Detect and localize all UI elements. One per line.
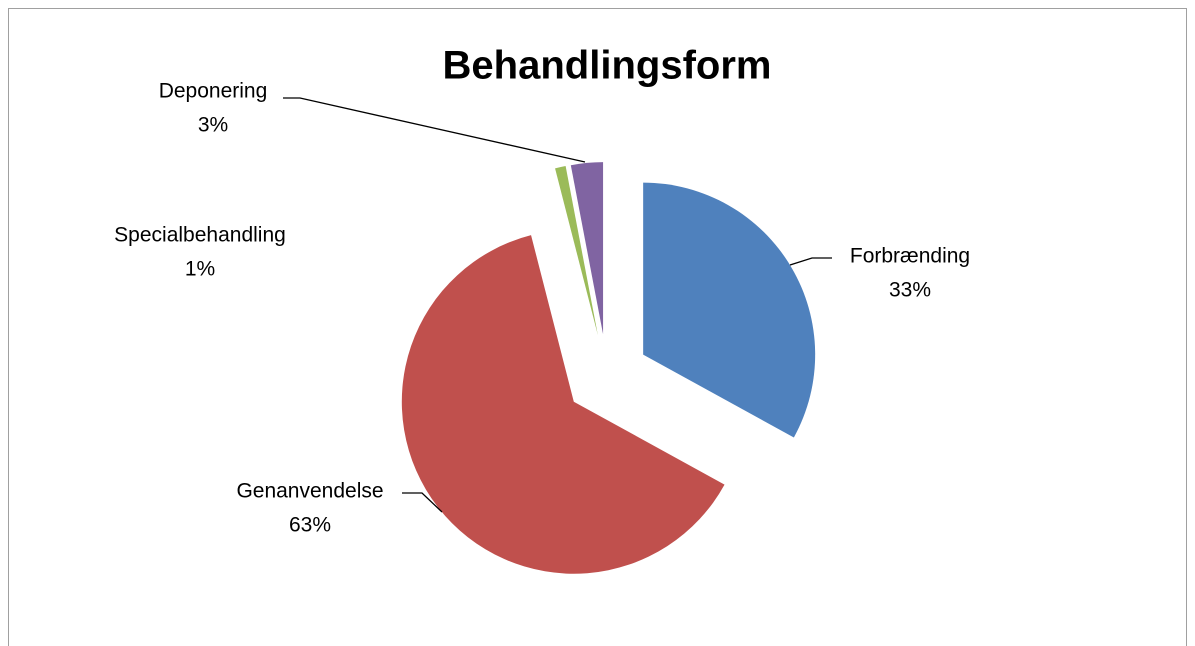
pie-slice [570, 162, 604, 335]
pie-slice [643, 182, 816, 438]
slice-value-label: 63% [289, 514, 331, 537]
leader-line [789, 257, 832, 266]
chart-title: Behandlingsform [443, 44, 772, 88]
slice-value-label: 3% [198, 114, 228, 137]
slice-label: Genanvendelse [236, 480, 383, 503]
slice-label: Deponering [159, 80, 268, 103]
leader-line [283, 97, 586, 163]
slice-value-label: 1% [185, 258, 215, 281]
slice-label: Specialbehandling [114, 224, 286, 247]
slice-label: Forbrænding [850, 245, 970, 268]
pie-slice [401, 235, 725, 574]
slice-value-label: 33% [889, 279, 931, 302]
pie-slice [555, 166, 598, 336]
leader-line [402, 492, 443, 513]
chart-frame [8, 8, 1187, 646]
